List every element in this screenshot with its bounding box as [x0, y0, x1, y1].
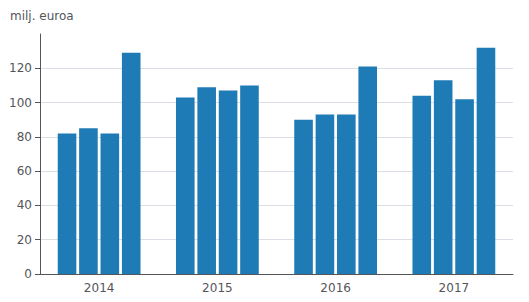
- svg-text:2014: 2014: [84, 281, 115, 295]
- svg-text:40: 40: [17, 198, 32, 212]
- svg-text:milj. euroa: milj. euroa: [10, 9, 74, 23]
- svg-text:100: 100: [9, 96, 32, 110]
- svg-text:2016: 2016: [320, 281, 351, 295]
- svg-text:80: 80: [17, 130, 32, 144]
- svg-text:120: 120: [9, 61, 32, 75]
- svg-text:2017: 2017: [439, 281, 470, 295]
- svg-text:2015: 2015: [202, 281, 233, 295]
- svg-text:20: 20: [17, 233, 32, 247]
- svg-text:0: 0: [24, 267, 32, 281]
- svg-text:60: 60: [17, 164, 32, 178]
